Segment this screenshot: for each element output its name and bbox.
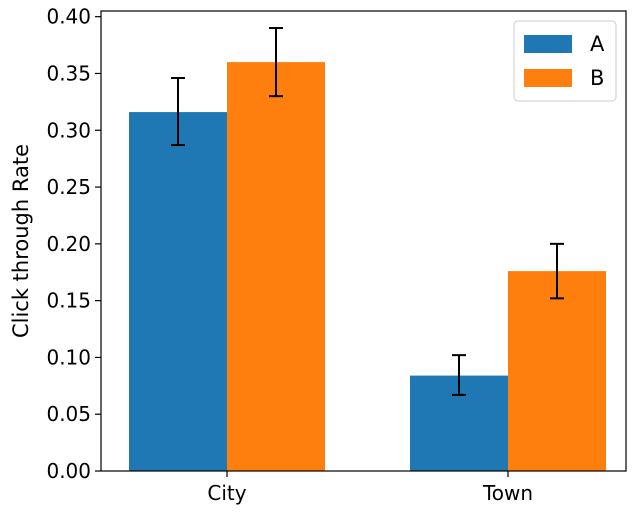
legend: AB [513, 20, 617, 102]
y-tick-label-2: 0.10 [46, 345, 91, 369]
y-tick-label-1: 0.05 [46, 402, 91, 426]
y-tick-label-3: 0.15 [46, 289, 91, 313]
x-axis: City Town [207, 471, 533, 505]
legend-label-b: B [590, 66, 604, 90]
legend-swatch-a [524, 35, 572, 53]
bar-b-town [508, 271, 606, 471]
error-bars-layer [171, 27, 564, 396]
x-tick-label-city: City [207, 481, 246, 505]
y-tick-label-7: 0.35 [46, 61, 91, 85]
y-axis-label: Click through Rate [9, 144, 33, 338]
y-tick-label-5: 0.25 [46, 175, 91, 199]
legend-swatch-b [524, 69, 572, 87]
x-tick-label-town: Town [482, 481, 533, 505]
legend-label-a: A [590, 32, 605, 56]
bars-layer [129, 62, 606, 471]
plot-area-frame [100, 10, 627, 472]
bar-a-city [129, 112, 227, 471]
y-axis: 0.00 0.05 0.10 0.15 0.20 0.25 0.30 0.35 0.40 [46, 5, 101, 483]
y-tick-label-6: 0.30 [46, 118, 91, 142]
y-tick-label-8: 0.40 [46, 5, 91, 29]
y-tick-label-0: 0.00 [46, 459, 91, 483]
bar-b-city [227, 62, 325, 471]
y-tick-label-4: 0.20 [46, 232, 91, 256]
